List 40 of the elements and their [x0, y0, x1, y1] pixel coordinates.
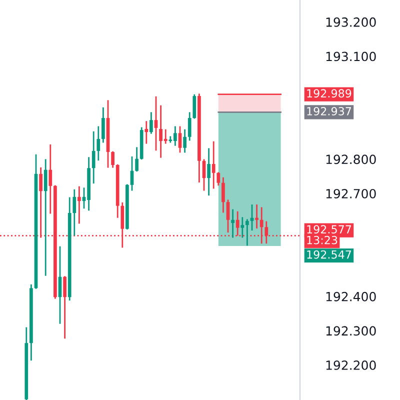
text: 13:23	[307, 236, 338, 244]
candlestick	[226, 200, 230, 233]
candlestick	[188, 112, 192, 141]
y-tick-label: 192.700	[326, 188, 376, 198]
candlestick	[183, 129, 186, 153]
candlestick	[96, 126, 100, 161]
y-tick-label: 192.300	[326, 326, 376, 336]
candlestick	[78, 186, 81, 224]
y-tick-label: 192.400	[326, 292, 376, 302]
candlestick	[231, 209, 234, 238]
ref-line-label: 192.989	[307, 89, 352, 98]
candlestick	[192, 94, 196, 119]
candlestick	[240, 217, 244, 238]
candlestick	[44, 159, 48, 276]
candlestick	[144, 121, 148, 144]
candlestick	[72, 189, 76, 236]
candlestick	[255, 204, 258, 228]
y-tick-label: 193.100	[326, 52, 376, 62]
candlestick	[150, 112, 153, 134]
candlestick	[154, 96, 158, 151]
candlestick	[135, 147, 138, 172]
candlestick	[222, 177, 225, 213]
y-tick-label: 192.800	[326, 154, 376, 164]
candlestick	[120, 202, 124, 248]
ref-line-label: 192.937	[307, 107, 351, 116]
candlestick	[207, 148, 210, 196]
candlestick	[260, 207, 264, 244]
candlestick	[48, 144, 52, 214]
candlestick	[212, 141, 216, 189]
y-tick-label: 193.200	[326, 17, 376, 27]
candlestick	[92, 131, 96, 184]
ref-line-label: 192.577	[307, 225, 351, 234]
candlestick	[102, 107, 105, 143]
candlestick	[63, 276, 66, 339]
candlestick	[246, 219, 249, 246]
candlestick	[178, 126, 182, 153]
band-label: 192.547	[307, 250, 351, 259]
y-tick-label: 192.200	[326, 360, 376, 370]
candlestick	[111, 151, 114, 168]
candlestick	[216, 172, 220, 186]
